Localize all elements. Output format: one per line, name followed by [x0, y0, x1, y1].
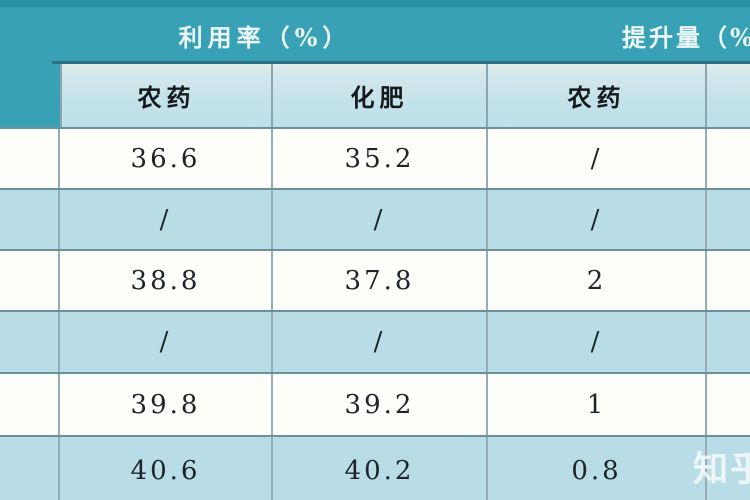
cell-value: 39.8	[60, 374, 273, 435]
column-header-partial-cutoff	[707, 64, 750, 127]
cell-value: /	[488, 190, 707, 249]
table-row: 38.8 37.8 2	[0, 249, 750, 310]
row-label-stub	[0, 374, 60, 435]
band-divider-line	[52, 61, 750, 64]
cell-value: 1	[488, 374, 707, 435]
table-row: 36.6 35.2 /	[0, 127, 750, 188]
cell-value: /	[273, 190, 488, 249]
cell-value: 35.2	[273, 129, 488, 188]
row-label-stub	[0, 251, 60, 310]
row-label-stub	[0, 312, 60, 372]
cell-value: /	[488, 129, 707, 188]
band-top-strip	[0, 0, 750, 7]
table-row: / / /	[0, 188, 750, 249]
column-header-row: 农药 化肥 农药	[60, 64, 750, 127]
cell-value: /	[60, 312, 273, 372]
row-label-stub	[0, 129, 60, 188]
column-header-pesticide-improvement: 农药	[488, 64, 707, 127]
cell-value: 37.8	[273, 251, 488, 310]
cell-value: 0.8	[488, 437, 707, 500]
table-row: 40.6 40.2 0.8	[0, 435, 750, 500]
cell-value: 2	[488, 251, 707, 310]
cell-value: 40.2	[273, 437, 488, 500]
zhihu-watermark: 知乎	[693, 450, 750, 490]
cell-cutoff	[707, 312, 750, 372]
row-label-stub	[0, 190, 60, 249]
group-header-utilization: 利用率（%）	[178, 23, 352, 52]
cell-cutoff	[707, 251, 750, 310]
table-row: / / /	[0, 310, 750, 372]
column-header-pesticide-utilization: 农药	[60, 64, 273, 127]
cell-cutoff	[707, 129, 750, 188]
cell-value: /	[60, 190, 273, 249]
cell-value: 40.6	[60, 437, 273, 500]
cell-value: /	[273, 312, 488, 372]
cell-cutoff	[707, 374, 750, 435]
table-row: 39.8 39.2 1	[0, 372, 750, 435]
cell-value: 36.6	[60, 129, 273, 188]
cell-cutoff	[707, 190, 750, 249]
column-header-fertilizer-utilization: 化肥	[273, 64, 488, 127]
row-label-stub	[0, 437, 60, 500]
cell-value: /	[488, 312, 707, 372]
group-header-improvement: 提升量（%）	[622, 23, 750, 52]
cell-value: 39.2	[273, 374, 488, 435]
cell-value: 38.8	[60, 251, 273, 310]
